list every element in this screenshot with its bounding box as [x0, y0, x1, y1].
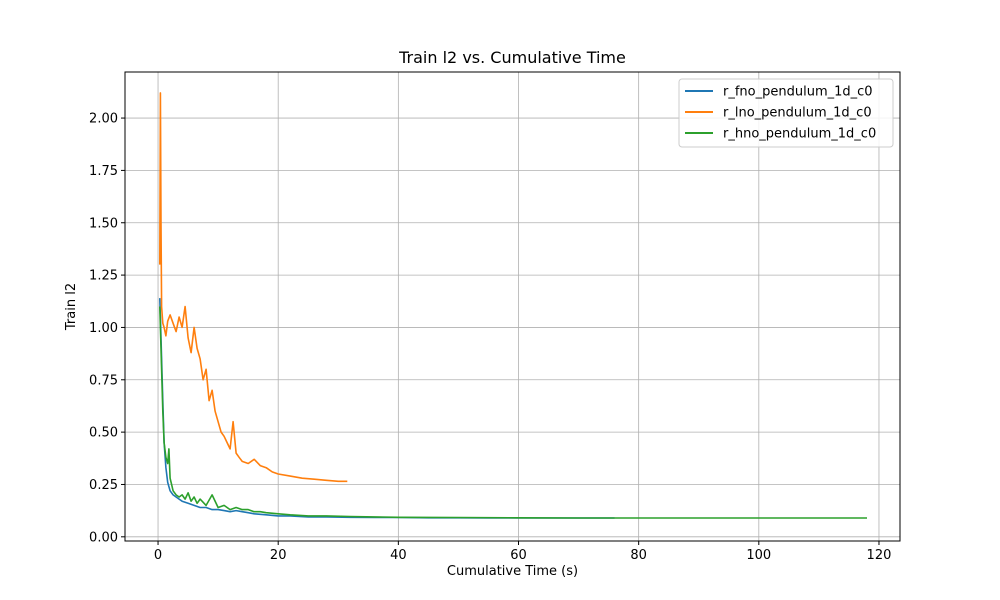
y-tick-label: 1.50 — [89, 216, 118, 231]
x-tick-label: 20 — [270, 548, 287, 563]
x-tick-label: 60 — [510, 548, 527, 563]
legend-label: r_hno_pendulum_1d_c0 — [723, 127, 876, 142]
y-tick-label: 1.75 — [89, 164, 118, 179]
x-tick-label: 0 — [154, 548, 162, 563]
legend-label: r_fno_pendulum_1d_c0 — [723, 85, 873, 100]
y-tick-label: 1.25 — [89, 269, 118, 284]
x-tick-label: 100 — [746, 548, 771, 563]
series-lines — [159, 92, 867, 519]
y-tick-label: 1.00 — [89, 321, 118, 336]
series-line-r_hno_pendulum_1d_c0 — [159, 306, 867, 519]
x-tick-label: 40 — [390, 548, 407, 563]
y-tick-label: 0.50 — [89, 426, 118, 441]
y-tick-label: 0.25 — [89, 478, 118, 493]
x-axis-label: Cumulative Time (s) — [447, 564, 578, 579]
y-tick-label: 2.00 — [89, 112, 118, 127]
grid — [125, 72, 900, 541]
chart-title: Train l2 vs. Cumulative Time — [398, 48, 626, 67]
axis-ticks: 0 20 40 60 80 100 120 0.00 0.25 0.50 0.75 1.00 1.25 1… — [89, 112, 891, 563]
y-axis-label: Train l2 — [64, 283, 79, 331]
y-tick-label: 0.75 — [89, 373, 118, 388]
y-tick-label: 0.00 — [89, 530, 118, 545]
plot-frame — [124, 71, 901, 542]
x-tick-label: 120 — [867, 548, 892, 563]
series-line-r_lno_pendulum_1d_c0 — [159, 92, 348, 483]
legend-label: r_lno_pendulum_1d_c0 — [723, 106, 872, 121]
x-tick-label: 80 — [630, 548, 647, 563]
legend-box — [678, 78, 894, 148]
legend: r_fno_pendulum_1d_c0 r_lno_pendulum_1d_c0… — [678, 78, 894, 148]
